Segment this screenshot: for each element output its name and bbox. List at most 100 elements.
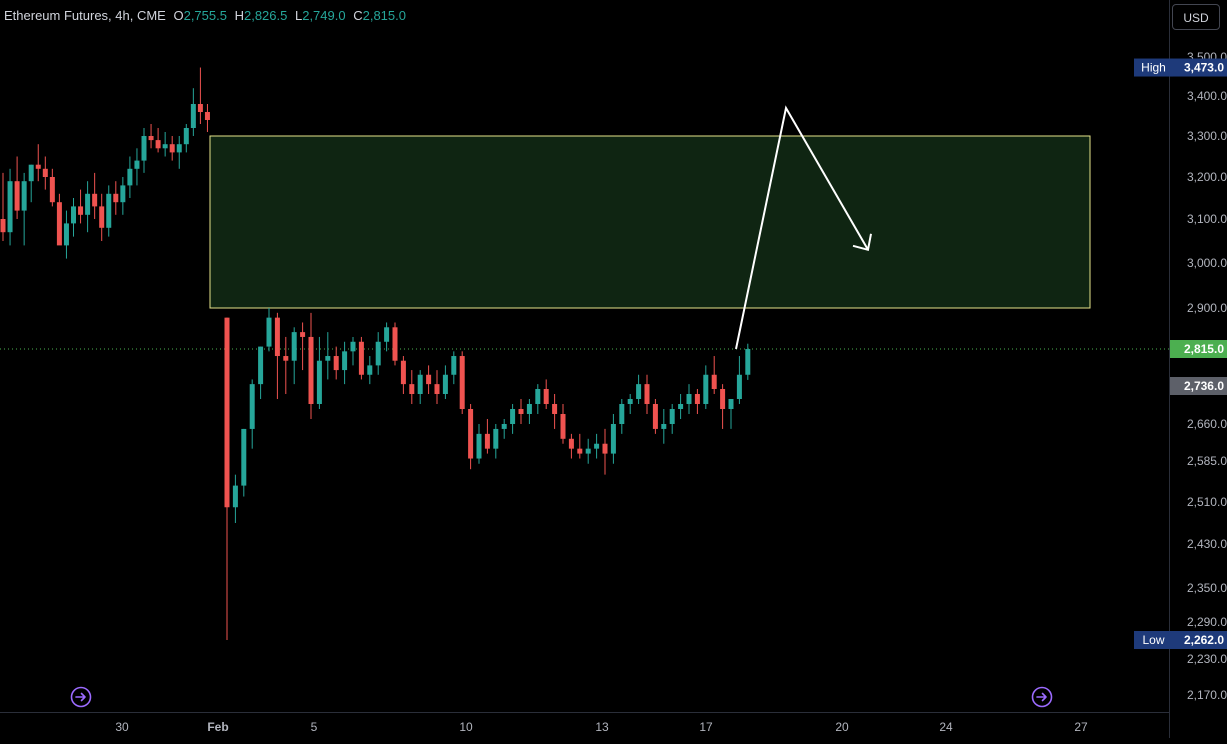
candle-body xyxy=(476,433,482,459)
candle xyxy=(162,132,168,157)
candle-body xyxy=(703,374,709,404)
high-label: H xyxy=(234,8,244,23)
price-tick-label: 2,900.0 xyxy=(1187,301,1227,315)
candle-body xyxy=(71,206,76,224)
candle xyxy=(711,356,717,394)
supply-zone[interactable] xyxy=(209,135,1091,309)
candle-body xyxy=(113,193,119,203)
candle-body xyxy=(350,341,356,352)
candle-body xyxy=(442,374,448,394)
candle xyxy=(155,128,161,153)
time-tick-label: 20 xyxy=(835,720,849,734)
time-tick-label: 10 xyxy=(459,720,473,734)
candle xyxy=(14,156,20,219)
candle-body xyxy=(552,404,558,414)
price-tick-label: 2,350.0 xyxy=(1187,581,1227,595)
candle-body xyxy=(148,136,154,141)
candle-body xyxy=(610,424,616,454)
candle xyxy=(291,327,297,385)
candle-body xyxy=(162,144,168,149)
price-axis[interactable]: 3,500.0 3,400.0 3,300.0 3,200.0 3,100.0 3,000… xyxy=(1169,0,1227,738)
candle xyxy=(384,322,390,352)
candle-body xyxy=(375,341,381,366)
candle-body xyxy=(409,384,415,394)
close-label: C xyxy=(353,8,363,23)
price-chart[interactable] xyxy=(0,0,1169,712)
candle-body xyxy=(585,448,591,454)
candle xyxy=(728,399,734,429)
candle-body xyxy=(468,409,474,459)
candle xyxy=(134,148,140,186)
high-value: 2,826.5 xyxy=(243,8,288,23)
candle xyxy=(283,336,289,394)
time-tick-label: Feb xyxy=(207,720,228,734)
price-tick-label: 2,430.0 xyxy=(1187,537,1227,551)
candle xyxy=(627,394,633,414)
candle-body xyxy=(728,399,734,409)
projection-arrowhead xyxy=(852,233,872,252)
candle xyxy=(400,356,406,394)
candle-body xyxy=(417,374,423,394)
candle xyxy=(35,144,41,182)
candle-body xyxy=(249,384,255,429)
candle xyxy=(249,379,255,449)
low-value: 2,749.0 xyxy=(302,8,346,23)
price-tick-label: 2,510.0 xyxy=(1187,495,1227,509)
candle xyxy=(426,365,432,394)
candle xyxy=(120,177,126,215)
candle-body xyxy=(283,356,289,361)
candle xyxy=(0,172,6,241)
candle-body xyxy=(49,177,55,203)
time-tick-label: 17 xyxy=(699,720,713,734)
candle xyxy=(736,356,742,404)
candle xyxy=(127,156,133,198)
candle-body xyxy=(661,424,667,429)
prev-price-tag: 2,736.0 xyxy=(1184,379,1224,393)
chart-area[interactable] xyxy=(0,0,1169,712)
candle xyxy=(197,67,203,124)
candle xyxy=(636,374,642,404)
candle xyxy=(316,336,322,409)
candle xyxy=(63,210,69,259)
candle-body xyxy=(652,404,658,429)
low-label-tag: Low xyxy=(1142,633,1164,647)
high-price-tag: 3,473.0 xyxy=(1184,61,1224,75)
time-tick-label: 27 xyxy=(1074,720,1088,734)
candle xyxy=(241,428,247,497)
candle-body xyxy=(720,389,726,409)
candle-body xyxy=(560,414,566,439)
candle xyxy=(106,185,112,237)
symbol-legend: Ethereum Futures, 4h, CME O2,755.5 H2,82… xyxy=(4,8,406,23)
candle xyxy=(21,172,27,246)
candle xyxy=(442,365,448,399)
price-tick-label: 3,300.0 xyxy=(1187,129,1227,143)
candle xyxy=(204,104,210,132)
candle-body xyxy=(627,399,633,404)
candle-body xyxy=(577,448,583,454)
candle xyxy=(434,370,440,404)
projection-path[interactable] xyxy=(735,105,869,350)
candle xyxy=(585,438,591,464)
candle xyxy=(678,394,684,419)
candle xyxy=(183,124,189,153)
last-price-tag-bg xyxy=(1170,340,1227,358)
candle-body xyxy=(42,168,48,177)
candle-body xyxy=(21,181,27,211)
go-to-realtime-icon[interactable] xyxy=(1031,686,1053,708)
go-to-realtime-icon[interactable] xyxy=(70,686,92,708)
candle xyxy=(358,336,364,380)
candle-body xyxy=(510,409,516,424)
candle-body xyxy=(99,206,105,228)
candle-body xyxy=(543,389,549,404)
price-tick-label: 2,230.0 xyxy=(1187,652,1227,666)
candle-body xyxy=(669,409,675,424)
low-label: L xyxy=(294,8,303,23)
currency-button[interactable]: USD xyxy=(1172,4,1220,30)
candle xyxy=(577,433,583,459)
candle xyxy=(99,193,105,241)
candle xyxy=(720,384,726,429)
candle xyxy=(661,409,667,444)
candle xyxy=(484,419,490,454)
candle xyxy=(71,198,76,237)
time-axis[interactable]: 30 Feb 5 10 13 17 20 24 27 xyxy=(0,712,1169,739)
